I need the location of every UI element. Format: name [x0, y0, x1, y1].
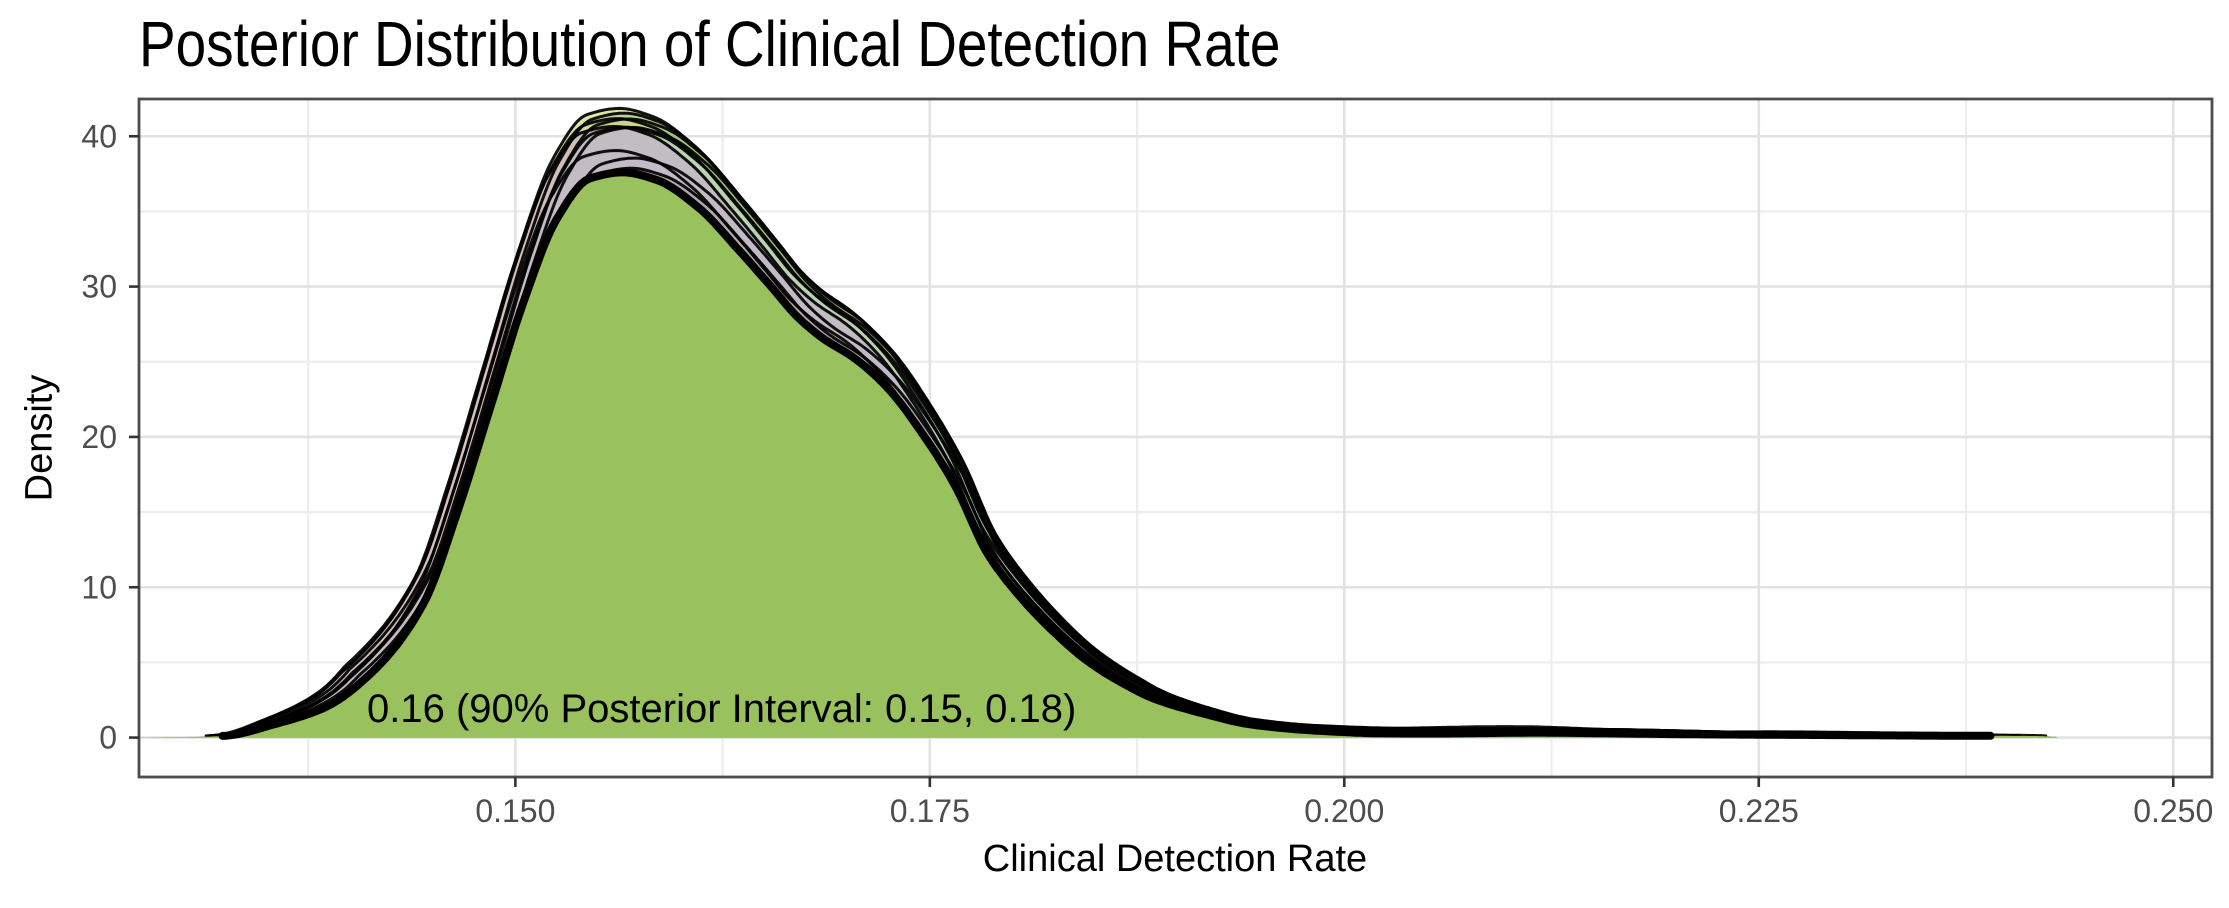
svg-text:20: 20 — [81, 419, 117, 455]
svg-text:0.175: 0.175 — [890, 793, 970, 829]
svg-text:30: 30 — [81, 269, 117, 305]
svg-text:0: 0 — [99, 720, 117, 756]
svg-text:0.16 (90% Posterior Interval:: 0.16 (90% Posterior Interval: 0.15, 0.18… — [367, 687, 1076, 731]
svg-text:10: 10 — [81, 569, 117, 605]
svg-text:0.225: 0.225 — [1719, 793, 1799, 829]
svg-text:0.200: 0.200 — [1304, 793, 1384, 829]
svg-text:40: 40 — [81, 118, 117, 154]
svg-text:0.150: 0.150 — [475, 793, 555, 829]
svg-text:0.250: 0.250 — [2133, 793, 2213, 829]
